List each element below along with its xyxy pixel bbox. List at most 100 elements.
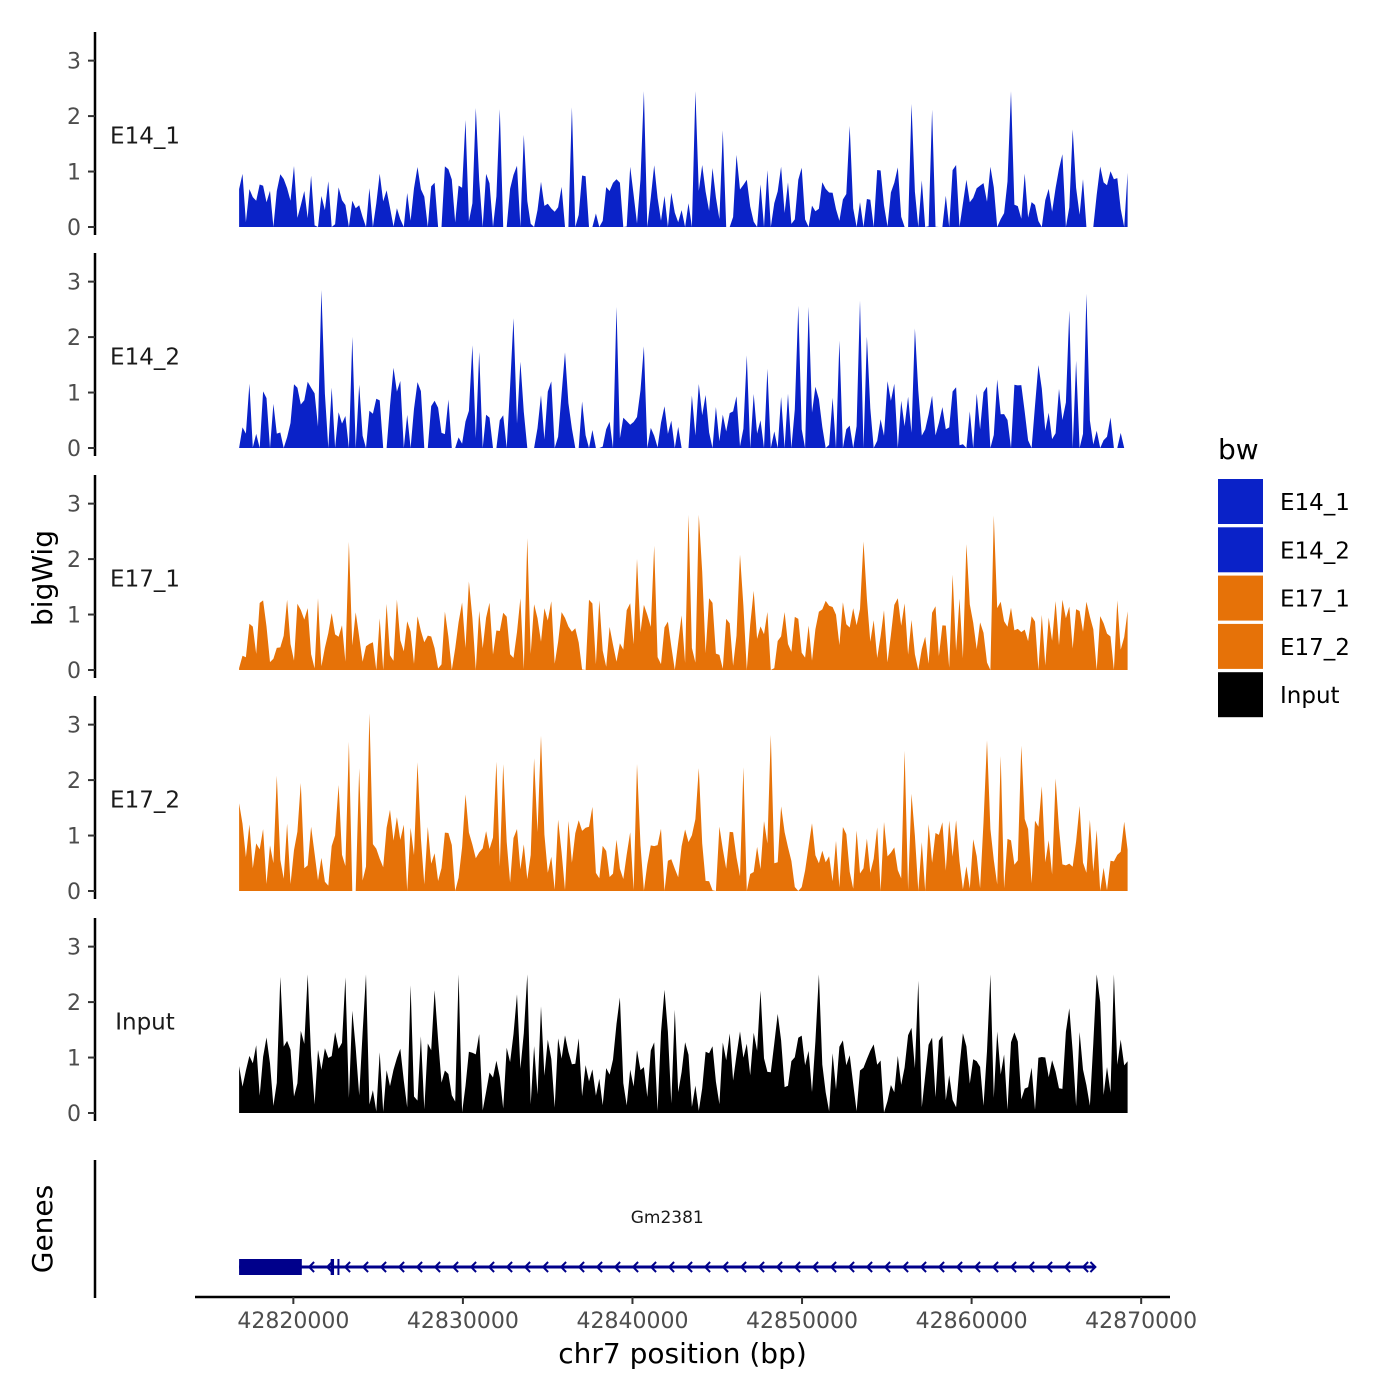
strand-arrow [973,1261,981,1273]
y-tick-label: 1 [67,1047,81,1072]
y-tick-label: 0 [67,216,81,241]
gene-exon [239,1259,302,1275]
x-tick-label: 42870000 [1085,1309,1197,1334]
y-tick-label: 2 [67,548,81,573]
legend-swatch [1218,672,1263,718]
strand-arrow [883,1261,891,1273]
y-tick-label: 1 [67,825,81,850]
panel-label: E17_1 [110,567,180,593]
x-tick-label: 42830000 [407,1309,519,1334]
gene-end-tick [1089,1261,1097,1273]
strand-arrow [577,1261,585,1273]
coverage-area-e14-2 [239,290,1128,448]
legend-swatch [1218,623,1263,669]
strand-arrow [397,1261,405,1273]
x-tick-label: 42860000 [916,1309,1028,1334]
strand-arrow [775,1261,783,1273]
strand-arrow [847,1261,855,1273]
strand-arrow [721,1261,729,1273]
gene-exon [330,1259,335,1275]
strand-arrow [757,1261,765,1273]
strand-arrow [937,1261,945,1273]
x-axis: 42820000 42830000 42840000 42850000 42860000… [195,1295,1197,1370]
strand-arrow [361,1261,369,1273]
legend: bw E14_1 E14_2 E17_1 E17_2 Input [1218,433,1350,718]
strand-arrow [811,1261,819,1273]
track-panel-e17-1: 0 1 2 3 E17_1 [67,475,1128,684]
legend-label: E17_1 [1280,587,1350,613]
strand-arrow [325,1261,333,1273]
legend-swatch [1218,575,1263,621]
track-panel-e14-1: 0 1 2 3 E14_1 [67,32,1128,241]
strand-arrow [433,1261,441,1273]
strand-arrow [631,1261,639,1273]
y-tick-label: 0 [67,659,81,684]
panel-label: Input [115,1010,175,1036]
x-tick-label: 42840000 [576,1309,688,1334]
strand-arrow [793,1261,801,1273]
y-tick-label: 3 [67,50,81,75]
strand-arrow [1009,1261,1017,1273]
legend-label: E14_1 [1280,490,1350,516]
panel-label: E14_1 [110,124,180,150]
y-tick-label: 1 [67,382,81,407]
strand-arrow [703,1261,711,1273]
coverage-area-e17-2 [239,713,1128,891]
legend-label: Input [1280,683,1340,709]
x-axis-title: chr7 position (bp) [558,1337,807,1370]
y-tick-label: 0 [67,1102,81,1127]
panel-label: E14_2 [110,345,180,371]
strand-arrow [1063,1261,1071,1273]
y-tick-label: 2 [67,769,81,794]
track-panel-e14-2: 0 1 2 3 E14_2 [67,253,1128,462]
y-tick-label: 3 [67,936,81,961]
x-tick-label: 42850000 [746,1309,858,1334]
strand-arrow [649,1261,657,1273]
strand-arrow [559,1261,567,1273]
coverage-area-e14-1 [239,91,1128,227]
strand-arrow [1045,1261,1053,1273]
strand-arrow [613,1261,621,1273]
strand-arrow [451,1261,459,1273]
strand-arrow [505,1261,513,1273]
y-tick-label: 0 [67,880,81,905]
strand-arrow [415,1261,423,1273]
track-panel-input: 0 1 2 3 Input [67,918,1128,1127]
y-tick-label: 1 [67,604,81,629]
legend-title: bw [1218,433,1259,466]
strand-arrow [469,1261,477,1273]
gene-exon [337,1259,340,1275]
strand-arrow [955,1261,963,1273]
y-tick-label: 2 [67,105,81,130]
strand-arrow [487,1261,495,1273]
genes-track: Genes Gm2381 [26,1160,1097,1298]
strand-arrow [901,1261,909,1273]
strand-arrow [595,1261,603,1273]
strand-arrow [667,1261,675,1273]
strand-arrow [991,1261,999,1273]
strand-arrow [919,1261,927,1273]
strand-arrow [523,1261,531,1273]
x-tick-label: 42820000 [237,1309,349,1334]
strand-arrow [1027,1261,1035,1273]
strand-arrow [307,1261,315,1273]
track-panel-e17-2: 0 1 2 3 E17_2 [67,696,1128,905]
strand-arrow [829,1261,837,1273]
y-tick-label: 3 [67,271,81,296]
strand-arrow [379,1261,387,1273]
strand-arrow [685,1261,693,1273]
strand-arrow [865,1261,873,1273]
y-tick-label: 3 [67,714,81,739]
strand-arrow [343,1261,351,1273]
strand-arrow [739,1261,747,1273]
y-tick-label: 1 [67,161,81,186]
y-tick-label: 0 [67,437,81,462]
y-tick-label: 3 [67,493,81,518]
strand-arrow [541,1261,549,1273]
genes-track-title: Genes [26,1185,59,1273]
coverage-area-input [239,974,1128,1113]
y-tick-label: 2 [67,326,81,351]
coverage-area-e17-1 [239,514,1128,670]
legend-swatch [1218,527,1263,573]
